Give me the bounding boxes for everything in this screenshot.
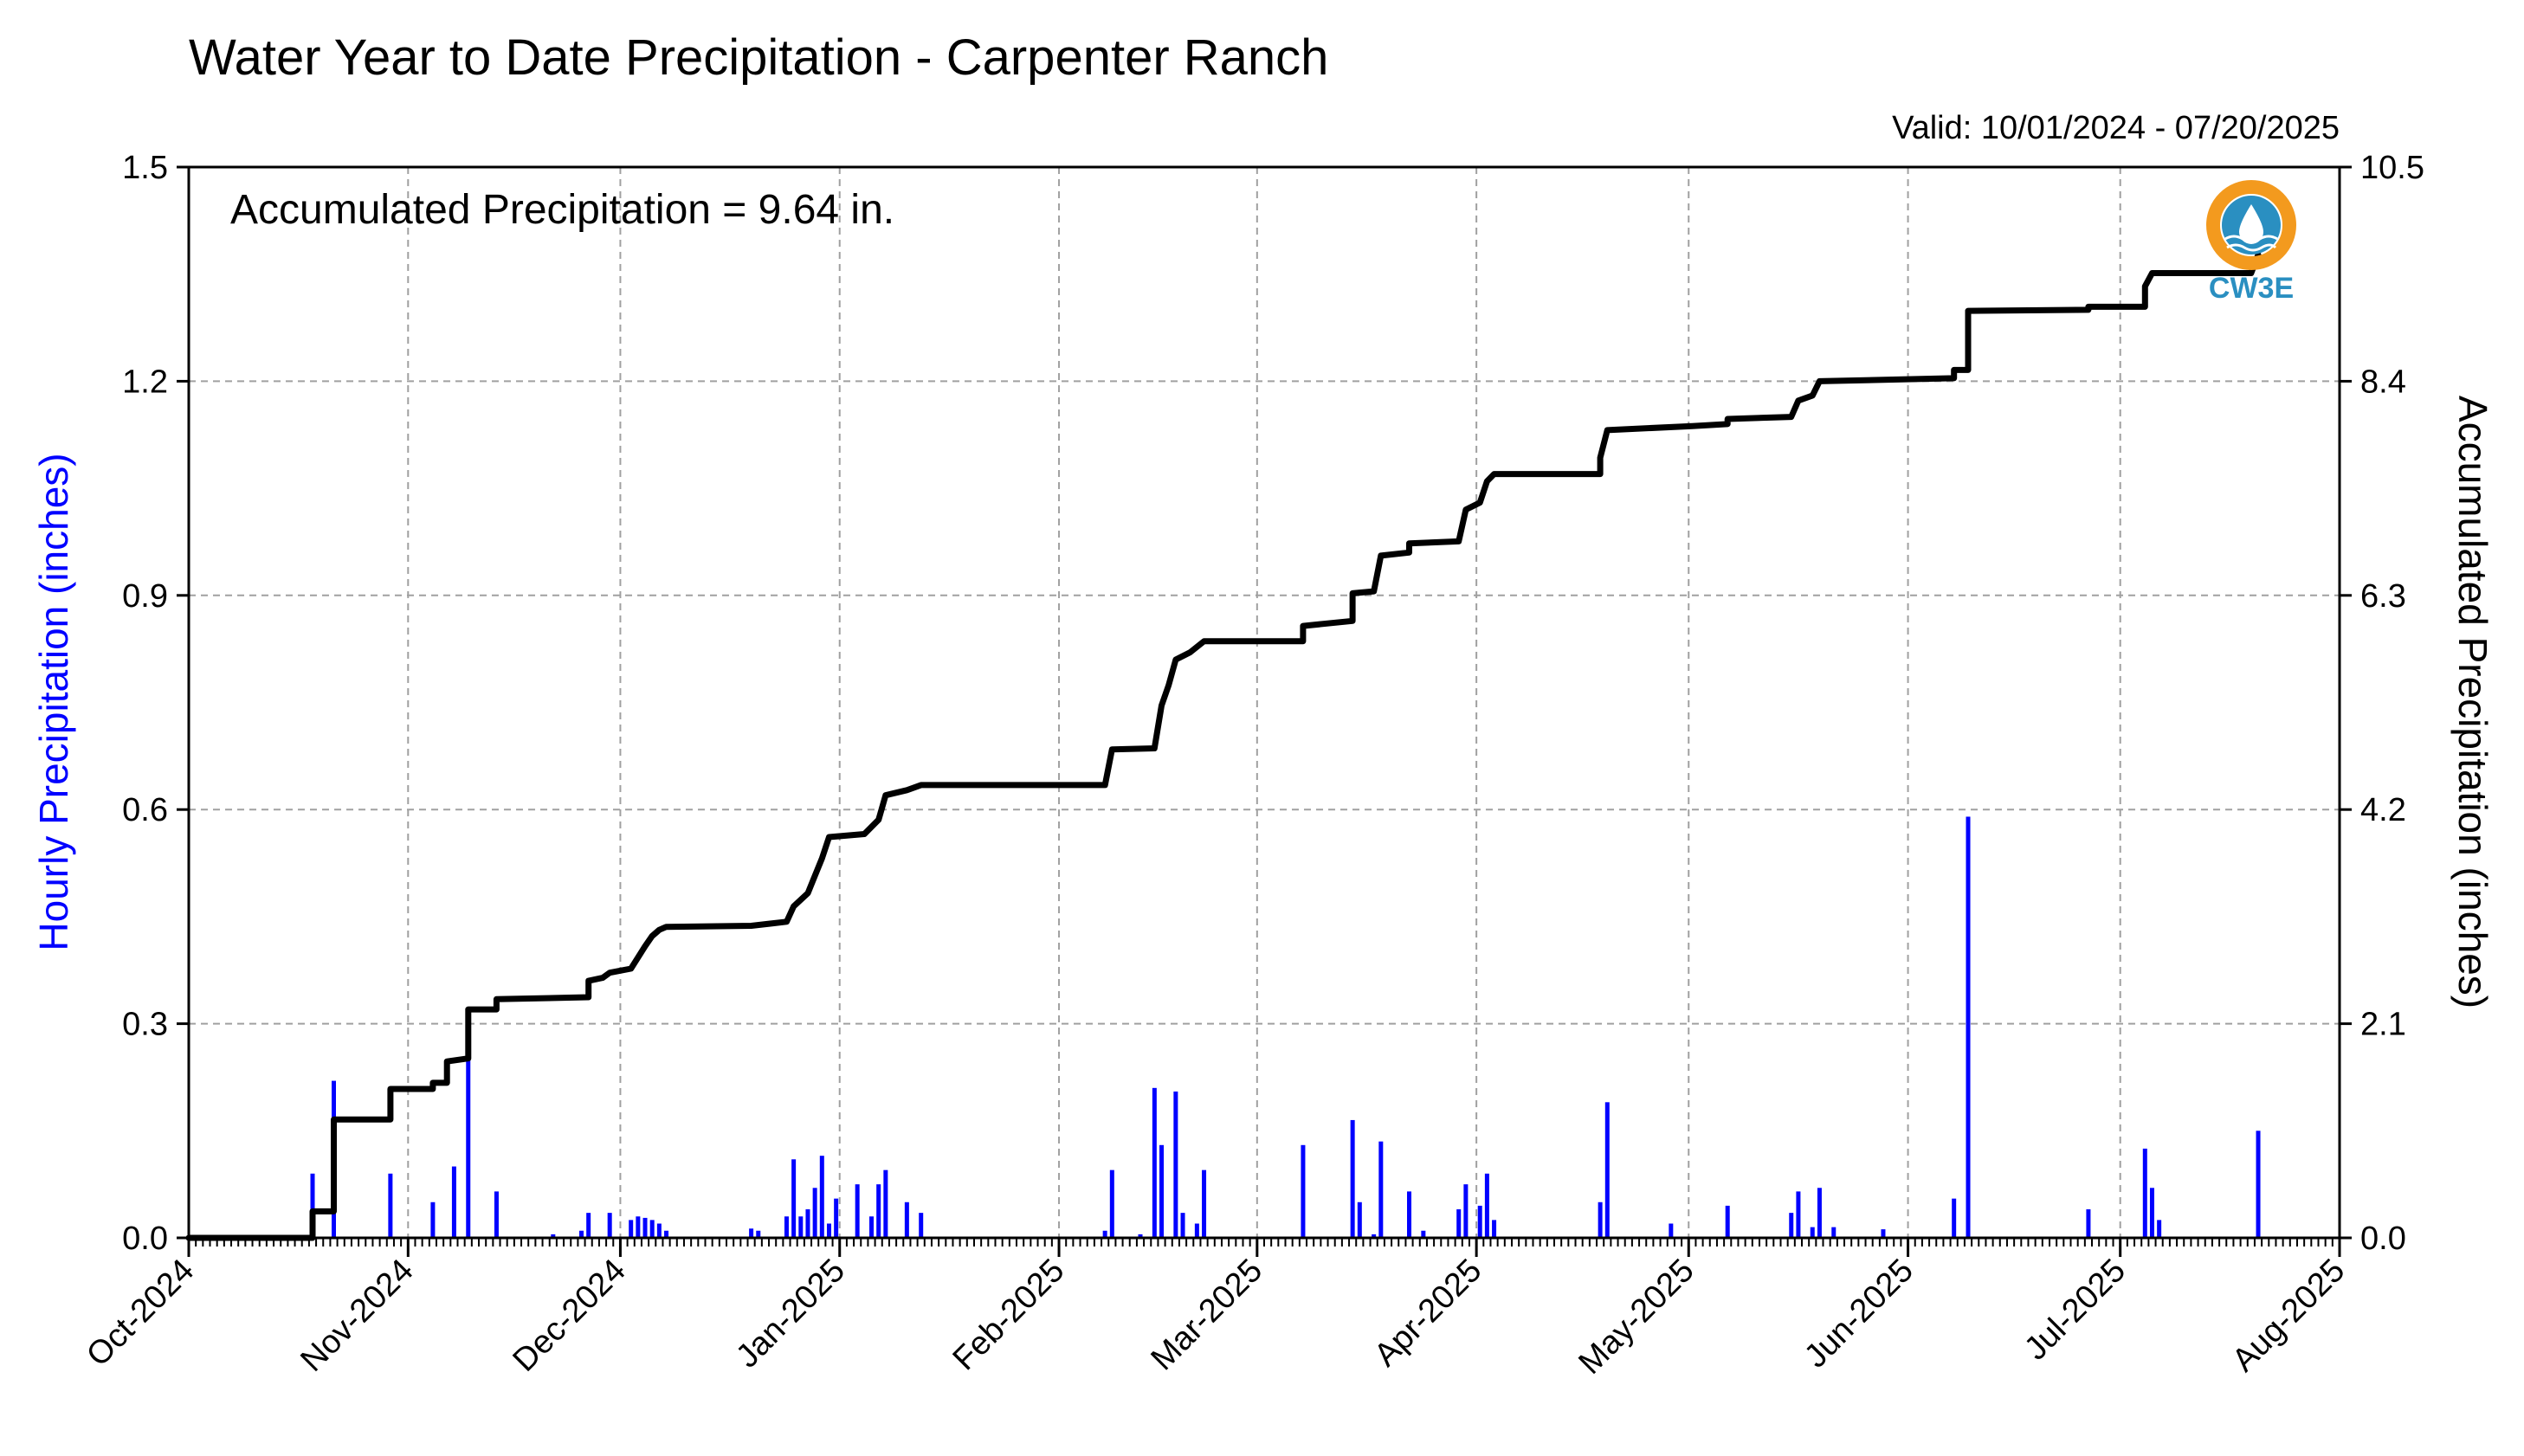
left-axis-ticks: 0.0 0.3 0.6 0.9 1.2 1.5 — [122, 150, 189, 1257]
right-tick-label: 8.4 — [2360, 364, 2406, 400]
hourly-bar — [1817, 1188, 1822, 1238]
hourly-bar — [1477, 1205, 1482, 1238]
hourly-bar — [430, 1202, 436, 1238]
hourly-bar — [869, 1216, 875, 1238]
hourly-bar — [1725, 1205, 1730, 1238]
hourly-bar — [1881, 1229, 1886, 1238]
hourly-bar — [629, 1220, 634, 1238]
accumulated-line — [185, 251, 2262, 1241]
hourly-bar — [805, 1209, 810, 1238]
hourly-bar — [578, 1230, 584, 1238]
hourly-bar — [784, 1216, 789, 1238]
accumulated-line-group — [185, 251, 2262, 1241]
left-tick-label: 0.6 — [122, 792, 168, 828]
hourly-bar — [1810, 1227, 1815, 1238]
hourly-bar — [586, 1213, 591, 1238]
hourly-bar — [494, 1191, 499, 1238]
grid-lines — [189, 167, 2340, 1238]
hourly-bar — [1350, 1119, 1355, 1238]
logo-text: CW3E — [2209, 272, 2294, 305]
accumulated-total-annotation: Accumulated Precipitation = 9.64 in. — [230, 187, 894, 233]
hourly-bars — [310, 816, 2261, 1238]
hourly-bar — [1456, 1209, 1462, 1238]
chart-title: Water Year to Date Precipitation - Carpe… — [189, 29, 1328, 86]
left-tick-label: 0.0 — [122, 1221, 168, 1257]
hourly-bar — [1407, 1191, 1412, 1238]
right-axis-label: Accumulated Precipitation (inches) — [2450, 396, 2495, 1008]
hourly-bar — [1138, 1234, 1143, 1238]
hourly-bar — [551, 1234, 556, 1238]
hourly-bar — [1357, 1202, 1362, 1238]
hourly-bar — [876, 1184, 881, 1238]
hourly-bar — [649, 1220, 655, 1238]
hourly-bar — [310, 1173, 315, 1238]
left-tick-label: 1.2 — [122, 364, 168, 400]
hourly-bar — [1372, 1234, 1377, 1238]
hourly-bar — [1492, 1220, 1497, 1238]
right-tick-label: 0.0 — [2360, 1221, 2406, 1257]
hourly-bar — [1159, 1144, 1165, 1238]
hourly-bar — [1202, 1169, 1207, 1238]
hourly-bar — [642, 1217, 648, 1238]
hourly-bar — [798, 1216, 804, 1238]
cw3e-drop-logo-icon — [2239, 204, 2263, 244]
hourly-bar — [607, 1213, 612, 1238]
left-tick-label: 1.5 — [122, 150, 168, 186]
hourly-bar — [791, 1159, 797, 1238]
left-tick-label: 0.3 — [122, 1007, 168, 1043]
hourly-bar — [466, 1045, 471, 1238]
hourly-bar — [1604, 1102, 1610, 1238]
hourly-bar — [2142, 1148, 2147, 1238]
hourly-bar — [1952, 1198, 1957, 1238]
hourly-bar — [1173, 1091, 1178, 1238]
hourly-bar — [2086, 1209, 2091, 1238]
hourly-bar — [1109, 1169, 1114, 1238]
hourly-bar — [2149, 1188, 2154, 1238]
hourly-bar — [1194, 1223, 1199, 1238]
hourly-bar — [1669, 1223, 1674, 1238]
chart-subtitle: Valid: 10/01/2024 - 07/20/2025 — [1892, 110, 2340, 146]
right-tick-label: 10.5 — [2360, 150, 2424, 186]
hourly-bar — [826, 1223, 831, 1238]
hourly-bar — [855, 1184, 860, 1238]
hourly-bar — [664, 1230, 669, 1238]
right-axis-ticks: 0.0 2.1 4.2 6.3 8.4 10.5 — [2340, 150, 2424, 1257]
hourly-bar — [1484, 1173, 1489, 1238]
right-tick-label: 2.1 — [2360, 1007, 2406, 1043]
hourly-bar — [819, 1156, 824, 1238]
hourly-bar — [1102, 1230, 1107, 1238]
hourly-bar — [1966, 816, 1971, 1238]
hourly-bar — [2256, 1131, 2261, 1238]
hourly-bar — [636, 1216, 641, 1238]
hourly-bar — [749, 1228, 754, 1238]
hourly-bar — [1796, 1191, 1801, 1238]
hourly-bar — [1152, 1087, 1157, 1238]
hourly-bar — [1463, 1184, 1469, 1238]
hourly-bar — [388, 1173, 393, 1238]
logo-ring — [2206, 180, 2296, 270]
right-tick-label: 6.3 — [2360, 578, 2406, 615]
left-axis-label: Hourly Precipitation (inches) — [31, 453, 76, 950]
hourly-bar — [1301, 1144, 1306, 1238]
hourly-bar — [656, 1223, 662, 1238]
right-tick-label: 4.2 — [2360, 792, 2406, 828]
hourly-bar — [1831, 1227, 1837, 1238]
hourly-bar — [756, 1230, 761, 1238]
hourly-bar — [2157, 1220, 2162, 1238]
left-tick-label: 0.9 — [122, 578, 168, 615]
hourly-bar — [1421, 1230, 1426, 1238]
hourly-bar — [812, 1188, 817, 1238]
hourly-bar — [883, 1169, 888, 1238]
hourly-bar — [1598, 1202, 1603, 1238]
logo-waves — [2224, 235, 2278, 252]
hourly-bar — [451, 1166, 456, 1238]
cw3e-logo: CW3E — [2206, 180, 2296, 305]
hourly-bar — [834, 1198, 839, 1238]
hourly-bar — [904, 1202, 909, 1238]
hourly-bar — [1180, 1213, 1185, 1238]
hourly-bar — [1789, 1213, 1794, 1238]
hourly-bar — [919, 1213, 924, 1238]
hourly-bar — [1378, 1141, 1384, 1238]
